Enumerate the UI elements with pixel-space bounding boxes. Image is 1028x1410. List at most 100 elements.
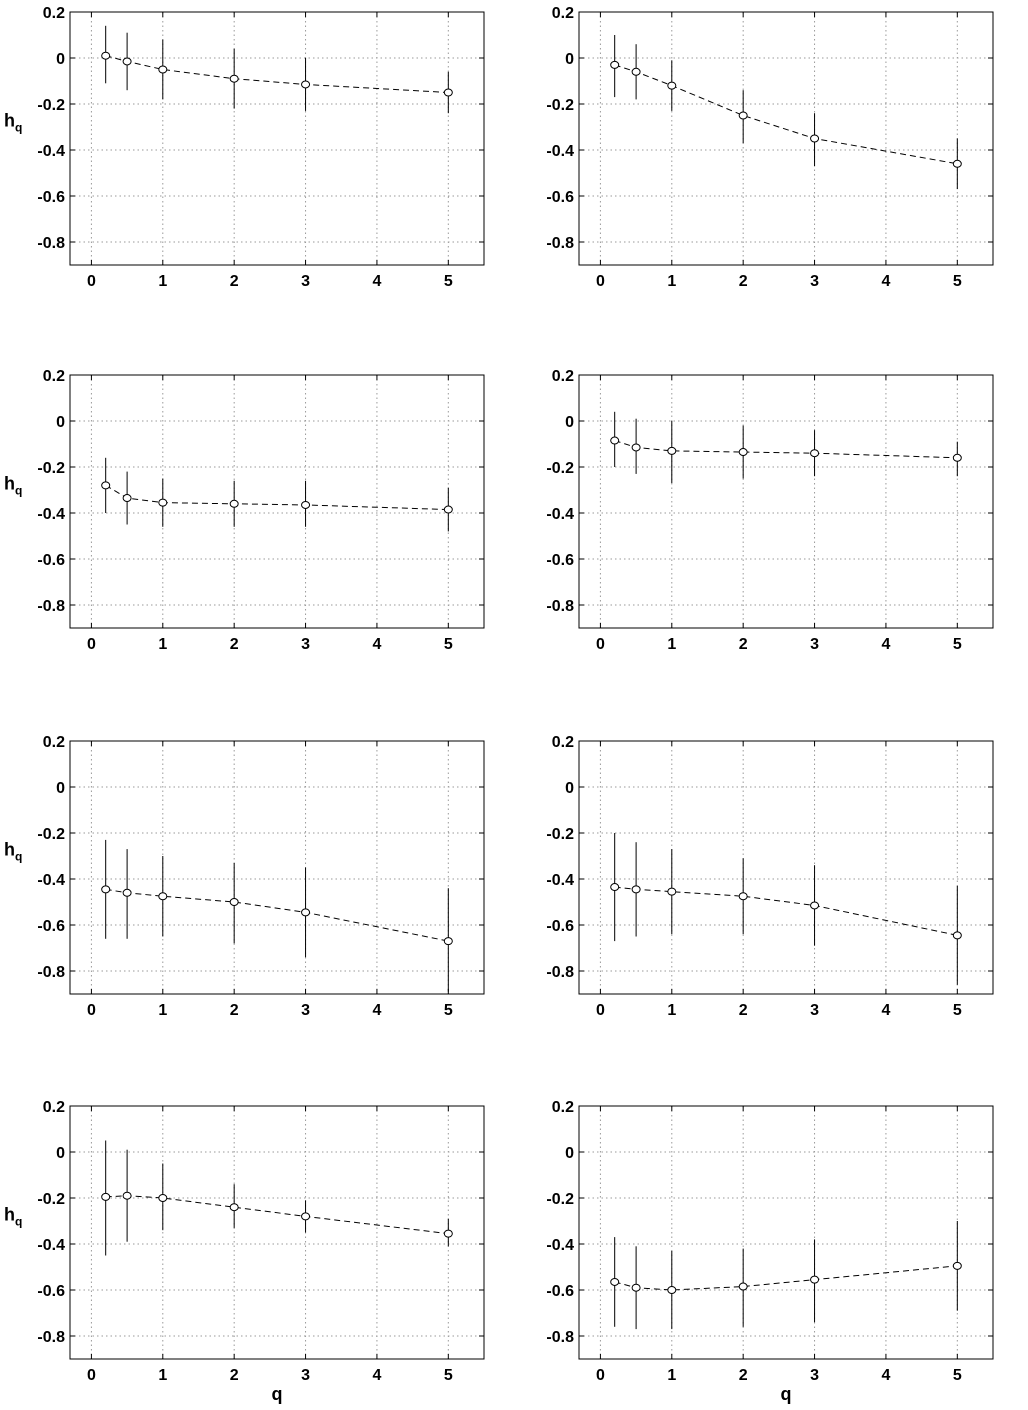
data-point <box>631 885 641 894</box>
x-tick-label: 0 <box>87 1002 96 1019</box>
plot-frame <box>578 11 994 266</box>
y-tick-label: -0.8 <box>546 598 574 615</box>
data-point <box>810 901 820 910</box>
x-tick-label: 2 <box>230 1367 239 1384</box>
x-tick-label: 5 <box>444 1367 453 1384</box>
y-tick-label: 0 <box>56 1145 65 1162</box>
x-tick-label: 4 <box>372 636 381 653</box>
x-tick-label: 2 <box>230 1002 239 1019</box>
data-point <box>301 500 311 509</box>
y-tick-label: -0.4 <box>546 506 574 523</box>
data-point <box>101 1192 111 1201</box>
series-line <box>614 1265 958 1291</box>
x-tick-label: 5 <box>444 1002 453 1019</box>
series-line <box>105 484 449 511</box>
y-tick-label: -0.2 <box>37 826 65 843</box>
data-point <box>667 1286 677 1294</box>
y-tick-label: -0.2 <box>37 460 65 477</box>
x-tick-label: 1 <box>667 1367 676 1384</box>
y-tick-label: 0.2 <box>43 734 65 751</box>
x-tick-label: 5 <box>953 636 962 653</box>
x-tick-label: 2 <box>739 636 748 653</box>
data-point <box>667 887 677 896</box>
y-tick-label: -0.8 <box>37 235 65 252</box>
y-tick-label: -0.4 <box>37 506 65 523</box>
x-tick-label: 3 <box>810 1002 819 1019</box>
data-point <box>810 1275 820 1284</box>
x-tick-label: 3 <box>810 273 819 290</box>
x-tick-label: 4 <box>372 1367 381 1384</box>
x-tick-label: 1 <box>158 273 167 290</box>
data-point <box>443 88 453 97</box>
data-point <box>443 937 453 946</box>
x-tick-label: 1 <box>158 1002 167 1019</box>
y-tick-label: 0.2 <box>43 368 65 385</box>
x-tick-label: 4 <box>372 1002 381 1019</box>
y-tick-label: -0.6 <box>546 552 574 569</box>
y-tick-label: -0.2 <box>37 1191 65 1208</box>
data-point <box>738 1282 748 1291</box>
x-tick-label: 3 <box>810 636 819 653</box>
x-tick-label: 2 <box>739 273 748 290</box>
data-point <box>122 1191 132 1200</box>
y-tick-label: -0.6 <box>546 1283 574 1300</box>
data-point <box>952 1261 962 1270</box>
series-line <box>614 64 958 165</box>
data-point <box>952 931 962 940</box>
data-point <box>952 453 962 462</box>
data-point <box>631 67 641 76</box>
data-point <box>610 883 620 892</box>
y-tick-label: -0.4 <box>37 1237 65 1254</box>
panel-8: 0 1 2 3 4 5 0.2 0 -0.2 -0.4 -0.6 -0.8 q <box>546 1099 994 1404</box>
plot-frame <box>578 740 994 995</box>
data-point <box>952 159 962 168</box>
x-tick-label: 5 <box>953 1367 962 1384</box>
x-tick-label: 1 <box>667 1002 676 1019</box>
y-tick-label: -0.8 <box>37 1329 65 1346</box>
y-tick-label: -0.6 <box>37 552 65 569</box>
x-tick-label: 5 <box>444 273 453 290</box>
series-line <box>614 886 958 936</box>
data-point <box>101 481 111 490</box>
y-tick-label: 0.2 <box>552 368 574 385</box>
x-axis-label: q <box>781 1384 792 1404</box>
y-tick-label: 0 <box>565 1145 574 1162</box>
panel-5: 0 1 2 3 4 5 0.2 0 -0.2 -0.4 -0.6 -0.8 hq <box>4 734 485 1019</box>
x-tick-label: 3 <box>301 1002 310 1019</box>
y-axis-label: hq <box>4 1204 22 1228</box>
y-tick-label: 0 <box>56 414 65 431</box>
x-tick-label: 2 <box>230 636 239 653</box>
data-point <box>443 1229 453 1238</box>
y-tick-label: 0 <box>56 780 65 797</box>
y-tick-label: 0 <box>565 780 574 797</box>
data-point <box>229 74 239 83</box>
y-tick-label: -0.2 <box>37 97 65 114</box>
plot-frame <box>69 740 485 995</box>
series-line <box>614 440 958 459</box>
x-tick-label: 1 <box>158 1367 167 1384</box>
series-line <box>105 888 449 942</box>
data-point <box>101 885 111 894</box>
data-point <box>810 449 820 458</box>
y-tick-label: -0.6 <box>37 189 65 206</box>
data-point <box>738 448 748 457</box>
x-tick-label: 0 <box>596 636 605 653</box>
data-point <box>229 1203 239 1212</box>
data-point <box>158 1194 168 1202</box>
y-tick-label: 0 <box>56 51 65 68</box>
y-tick-label: 0.2 <box>552 5 574 22</box>
plot-frame <box>69 1105 485 1360</box>
data-point <box>610 60 620 69</box>
y-axis-label: hq <box>4 839 22 863</box>
x-tick-label: 2 <box>230 273 239 290</box>
y-axis-label: hq <box>4 110 22 134</box>
data-point <box>738 892 748 901</box>
x-tick-label: 4 <box>372 273 381 290</box>
y-tick-label: -0.6 <box>546 918 574 935</box>
y-tick-label: 0.2 <box>552 1099 574 1116</box>
x-tick-label: 3 <box>301 1367 310 1384</box>
x-tick-label: 2 <box>739 1367 748 1384</box>
panel-3: 0 1 2 3 4 5 0.2 0 -0.2 -0.4 -0.6 -0.8 hq <box>4 368 485 653</box>
y-tick-label: 0 <box>565 414 574 431</box>
x-tick-label: 1 <box>667 636 676 653</box>
